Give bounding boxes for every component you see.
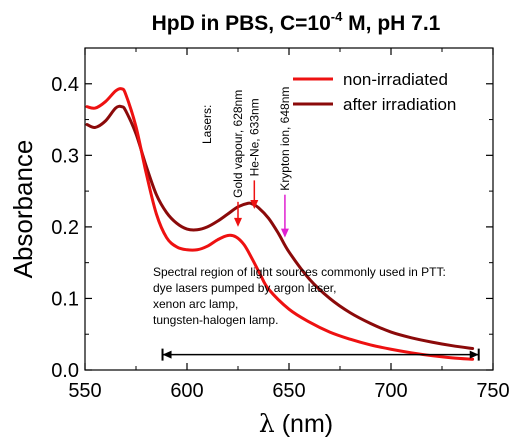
legend-label-after-irradiation: after irradiation bbox=[343, 95, 456, 114]
spectral-range-arrow bbox=[161, 348, 480, 361]
laser-arrow-head bbox=[280, 228, 289, 238]
series-line-non-irradiated bbox=[85, 87, 475, 361]
x-axis-label-unit: (nm) bbox=[275, 410, 333, 438]
y-axis-label: Absorbance bbox=[8, 140, 38, 279]
laser-arrow-head bbox=[250, 200, 259, 209]
y-tick-label: 0.1 bbox=[51, 288, 79, 310]
x-axis-label: λ (nm) bbox=[259, 409, 333, 438]
laser-label: He-Ne, 633nm bbox=[247, 98, 261, 176]
chart-title-main: HpD in PBS, C=10 bbox=[152, 12, 331, 35]
chart-title: HpD in PBS, C=10-4 M, pH 7.1 bbox=[152, 9, 441, 35]
x-tick-label: 750 bbox=[476, 380, 509, 402]
annotation-line-4: tungsten-halogen lamp. bbox=[153, 313, 278, 327]
y-tick-label: 0.2 bbox=[51, 217, 79, 239]
x-tick-label: 600 bbox=[170, 380, 203, 402]
y-tick-label: 0.4 bbox=[51, 74, 79, 96]
series-line-after-irradiation bbox=[85, 104, 475, 351]
x-axis-label-symbol: λ bbox=[259, 409, 275, 438]
spectral-region-annotation: Spectral region of light sources commonl… bbox=[153, 265, 446, 327]
range-arrow-head-left bbox=[162, 350, 172, 359]
lasers-header: Lasers: bbox=[200, 105, 214, 144]
y-tick-label: 0.3 bbox=[51, 145, 79, 167]
x-axis-ticks: 550 600 650 700 750 bbox=[68, 48, 510, 402]
y-tick-label: 0.0 bbox=[51, 360, 79, 382]
x-tick-label: 650 bbox=[272, 380, 305, 402]
x-tick-label: 550 bbox=[68, 380, 101, 402]
annotation-line-2: dye lasers pumped by argon laser, bbox=[153, 281, 336, 295]
annotation-line-1: Spectral region of light sources commonl… bbox=[153, 265, 446, 279]
plot-frame bbox=[84, 47, 494, 371]
laser-label: Krypton ion, 648nm bbox=[278, 87, 292, 191]
x-tick-label: 700 bbox=[374, 380, 407, 402]
range-arrow-head-right bbox=[469, 350, 479, 359]
annotation-line-3: xenon arc lamp, bbox=[153, 297, 238, 311]
chart-title-rest: M, pH 7.1 bbox=[342, 12, 440, 35]
legend-label-non-irradiated: non-irradiated bbox=[343, 70, 448, 89]
series-group bbox=[85, 87, 475, 361]
laser-annotations: Gold vapour, 628nm He-Ne, 633nm Krypton io… bbox=[231, 87, 292, 238]
legend: non-irradiated after irradiation bbox=[293, 70, 456, 114]
laser-label: Gold vapour, 628nm bbox=[231, 90, 245, 198]
laser-arrow-head bbox=[234, 217, 242, 227]
y-axis-ticks: 0.0 0.1 0.2 0.3 0.4 bbox=[51, 47, 493, 382]
chart-title-exponent: -4 bbox=[331, 9, 343, 24]
